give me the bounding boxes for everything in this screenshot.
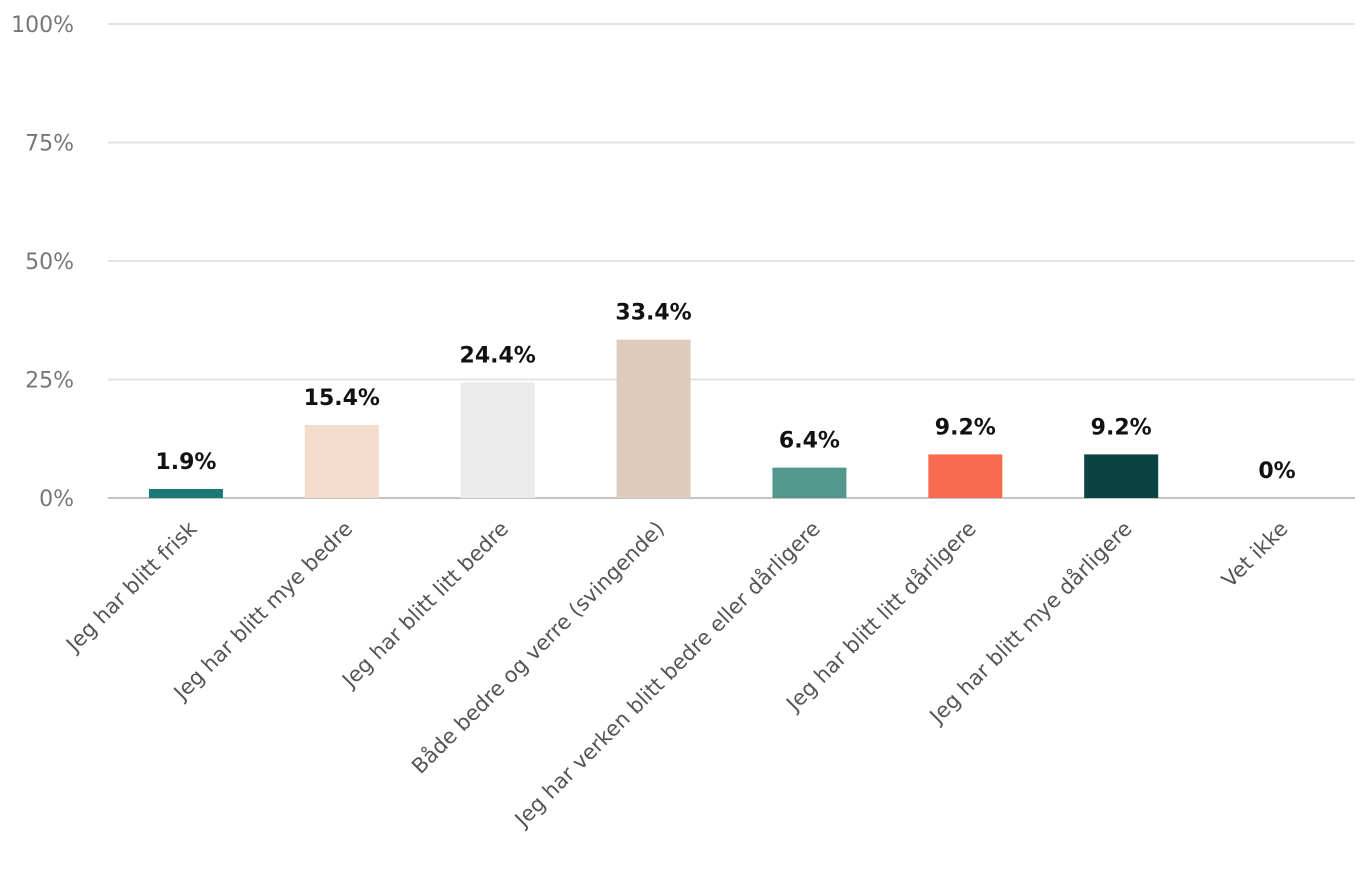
- data-labels: 1.9% 15.4% 24.4% 33.4% 6.4% 9.2% 9.2% 0%: [155, 301, 1295, 484]
- data-label: 24.4%: [460, 343, 536, 368]
- bar: [304, 425, 379, 498]
- bar: [772, 467, 847, 498]
- y-axis-ticks: 0% 25% 50% 75% 100%: [11, 13, 74, 512]
- data-label: 9.2%: [935, 415, 996, 440]
- bar: [1084, 454, 1159, 498]
- x-tick-label: Både bedre og verre (svingende): [406, 516, 669, 779]
- y-tick-label: 0%: [39, 487, 74, 512]
- data-label: 9.2%: [1091, 415, 1152, 440]
- bar: [148, 488, 223, 498]
- data-label: 15.4%: [304, 386, 380, 411]
- y-tick-label: 100%: [11, 13, 74, 38]
- y-tick-label: 25%: [25, 369, 74, 394]
- data-label: 6.4%: [779, 429, 840, 454]
- data-label: 0%: [1258, 459, 1295, 484]
- data-label: 33.4%: [615, 301, 691, 326]
- x-tick-label: Vet ikke: [1217, 517, 1293, 593]
- x-tick-label: Jeg har blitt frisk: [60, 516, 202, 658]
- data-label: 1.9%: [155, 450, 216, 475]
- y-tick-label: 50%: [25, 250, 74, 275]
- x-tick-label: Jeg har blitt litt bedre: [336, 517, 513, 694]
- y-tick-label: 75%: [25, 132, 74, 157]
- bar: [928, 454, 1003, 498]
- gridlines: [108, 23, 1355, 499]
- bar: [460, 382, 535, 498]
- x-tick-label: Jeg har blitt mye bedre: [168, 517, 357, 706]
- x-tick-label: Jeg har verken blitt bedre eller dårlige…: [508, 516, 825, 833]
- bars: [148, 339, 1159, 498]
- bar: [616, 339, 691, 498]
